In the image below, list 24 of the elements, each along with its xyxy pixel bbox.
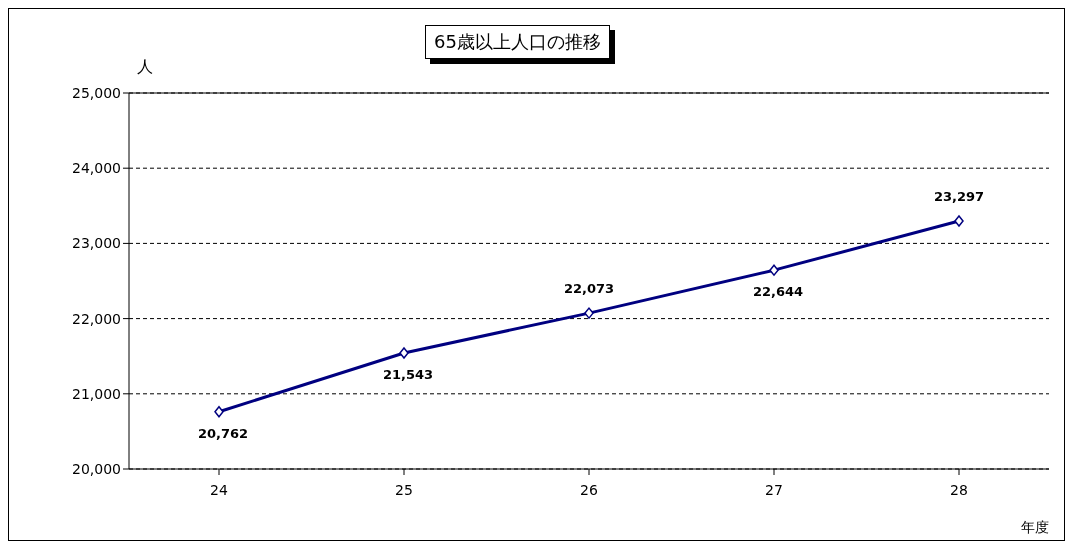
y-axis-title: 人 (137, 57, 153, 78)
data-label: 20,762 (197, 425, 249, 441)
chart-title: 65歳以上人口の推移 (425, 25, 610, 59)
point (399, 347, 409, 359)
data-label: 21,543 (382, 366, 434, 382)
data-label: 22,073 (563, 281, 615, 297)
y-tick-label: 21,000 (72, 385, 121, 402)
x-tick-label: 24 (210, 481, 228, 498)
y-tick-label: 20,000 (72, 460, 121, 477)
y-tick-label: 22,000 (72, 310, 121, 327)
data-label: 23,297 (933, 189, 985, 205)
y-tick-label: 24,000 (72, 160, 121, 177)
point (769, 264, 779, 276)
x-tick-label: 27 (765, 481, 783, 498)
point (584, 307, 594, 319)
x-tick-label: 28 (950, 481, 968, 498)
x-tick-label: 25 (395, 481, 413, 498)
y-tick-label: 23,000 (72, 235, 121, 252)
y-tick-label: 25,000 (72, 84, 121, 101)
point (954, 215, 964, 227)
data-label: 22,644 (752, 284, 804, 300)
x-tick-label: 26 (580, 481, 598, 498)
point (214, 405, 224, 418)
x-axis-title: 年度 (1021, 519, 1049, 537)
